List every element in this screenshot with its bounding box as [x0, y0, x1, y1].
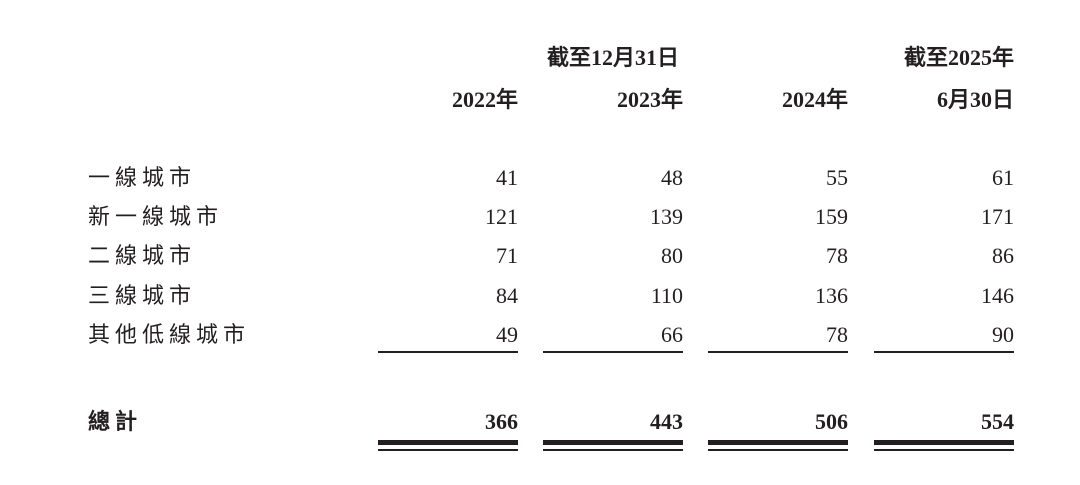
table-cell: 84 — [496, 283, 518, 308]
total-cell: 554 — [981, 409, 1014, 434]
total-cell: 506 — [815, 409, 848, 434]
column-header: 2022年 — [451, 87, 518, 112]
table-cell: 71 — [496, 243, 518, 268]
row-label: 其他低線城市 — [88, 322, 251, 347]
table-cell: 171 — [981, 204, 1014, 229]
table-cell: 78 — [826, 243, 848, 268]
table-cell: 78 — [826, 322, 848, 347]
table-cell: 49 — [496, 322, 518, 347]
column-header: 2023年 — [616, 87, 683, 112]
row-label: 二線城市 — [88, 243, 197, 268]
group-header-2025: 截至2025年 — [903, 45, 1014, 70]
table-cell: 66 — [661, 322, 683, 347]
table-cell: 80 — [661, 243, 683, 268]
total-double-underline-thick — [543, 440, 683, 445]
table-cell: 146 — [981, 283, 1014, 308]
subtotal-underline — [543, 351, 683, 353]
total-double-underline-thin — [874, 449, 1014, 451]
table-cell: 61 — [992, 165, 1014, 190]
table-cell: 41 — [496, 165, 518, 190]
subtotal-underline — [378, 351, 518, 353]
group-header-dec31: 截至12月31日 — [546, 45, 679, 70]
column-header: 2024年 — [781, 87, 848, 112]
table-cell: 110 — [650, 283, 683, 308]
table-cell: 86 — [992, 243, 1014, 268]
total-double-underline-thin — [378, 449, 518, 451]
total-double-underline-thick — [874, 440, 1014, 445]
table-cell: 90 — [992, 322, 1014, 347]
total-cell: 443 — [650, 409, 683, 434]
column-header: 6月30日 — [936, 87, 1014, 112]
total-double-underline-thick — [378, 440, 518, 445]
table-cell: 55 — [826, 165, 848, 190]
table-cell: 48 — [661, 165, 683, 190]
row-label: 一線城市 — [88, 165, 197, 190]
row-label: 總計 — [88, 409, 143, 434]
table-cell: 136 — [815, 283, 848, 308]
total-double-underline-thin — [543, 449, 683, 451]
table-cell: 121 — [485, 204, 518, 229]
row-label: 新一線城市 — [88, 204, 224, 229]
total-cell: 366 — [485, 409, 518, 434]
row-label: 三線城市 — [88, 283, 197, 308]
subtotal-underline — [708, 351, 848, 353]
subtotal-underline — [874, 351, 1014, 353]
table-cell: 139 — [650, 204, 683, 229]
table-cell: 159 — [815, 204, 848, 229]
total-double-underline-thin — [708, 449, 848, 451]
total-double-underline-thick — [708, 440, 848, 445]
